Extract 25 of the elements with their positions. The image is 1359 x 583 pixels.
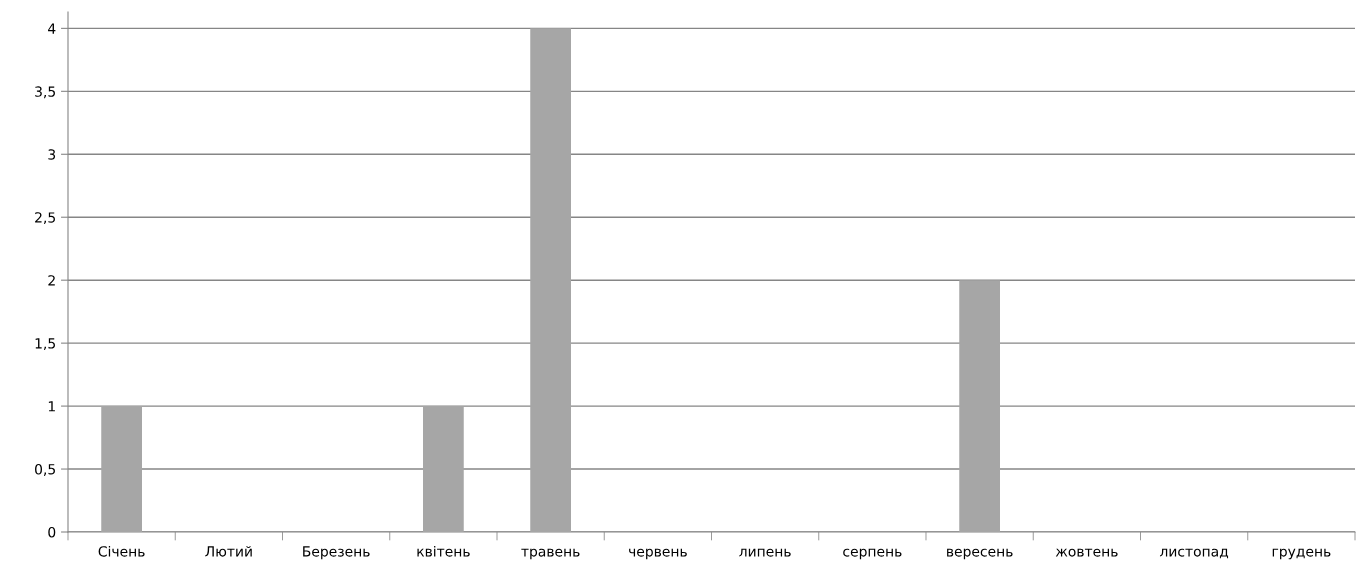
x-tick-label: серпень [843,548,902,560]
x-tick-label: червень [629,548,687,560]
bar [101,406,142,532]
x-tick-label: грудень [1272,548,1331,560]
y-tick-label: 0,5 [35,464,55,476]
y-tick-label: 0 [48,526,56,538]
x-tick-label: Лютий [205,545,252,557]
x-tick-label: Січень [98,545,145,557]
y-tick-label: 2,5 [35,212,55,225]
x-tick-label: травень [521,548,580,560]
y-tick-label: 1,5 [35,338,55,351]
x-tick-label: липень [739,548,791,557]
x-tick-label: Березень [303,546,370,560]
y-tick-label: 3,5 [35,86,55,99]
x-tick-label: вересень [947,548,1013,560]
bar [530,28,571,532]
y-tick-label: 1 [48,401,55,412]
bar [423,406,464,532]
y-tick-label: 2 [48,275,55,286]
y-tick-label: 3 [48,149,56,160]
bar [959,280,1000,532]
x-tick-label: квітень [417,545,470,557]
x-tick-label: листопад [1159,548,1229,559]
x-tick-label: жовтень [1055,548,1118,557]
y-tick-label: 4 [48,23,56,34]
